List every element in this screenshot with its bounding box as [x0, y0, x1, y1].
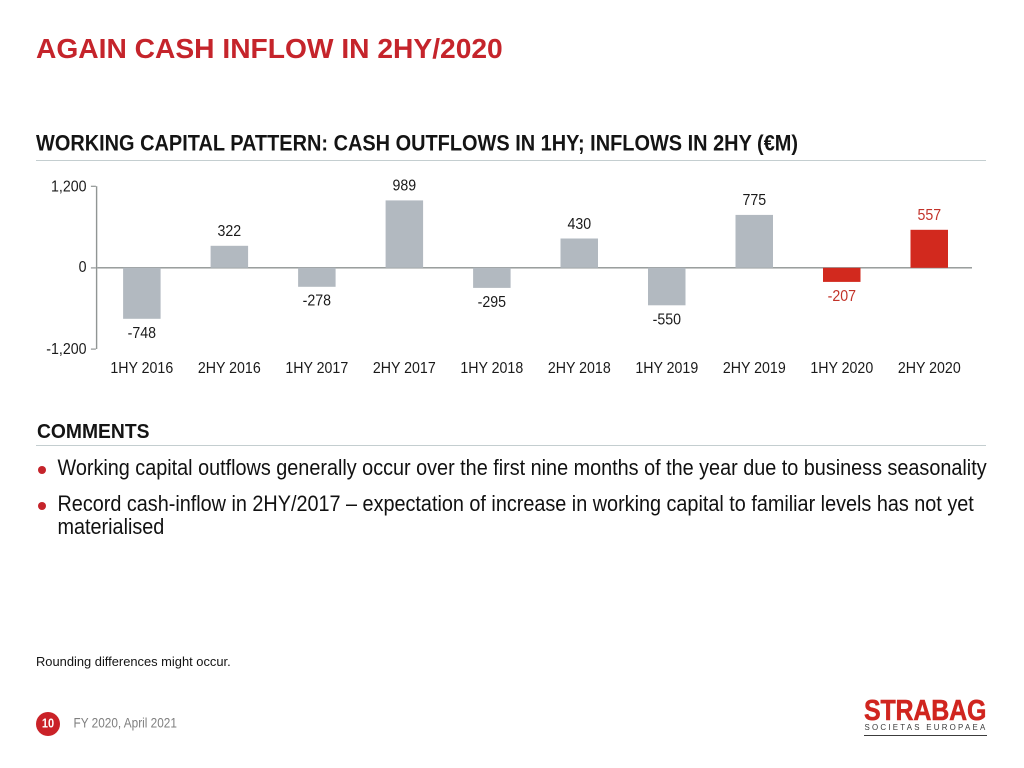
svg-text:-207: -207 [828, 287, 856, 305]
svg-text:0: 0 [79, 259, 87, 277]
svg-text:989: 989 [392, 177, 416, 195]
svg-text:1HY 2018: 1HY 2018 [460, 359, 523, 377]
svg-text:-550: -550 [653, 311, 681, 329]
svg-text:2HY 2018: 2HY 2018 [548, 359, 611, 377]
svg-text:1HY 2016: 1HY 2016 [110, 359, 173, 377]
svg-text:2HY 2017: 2HY 2017 [373, 359, 436, 377]
svg-text:1HY 2017: 1HY 2017 [285, 359, 348, 377]
svg-text:2HY 2016: 2HY 2016 [198, 359, 261, 377]
svg-text:2HY 2020: 2HY 2020 [898, 359, 961, 377]
svg-text:-748: -748 [128, 324, 156, 342]
svg-text:1HY 2019: 1HY 2019 [635, 359, 698, 377]
svg-text:-1,200: -1,200 [46, 340, 86, 358]
svg-text:775: 775 [742, 192, 766, 210]
svg-text:430: 430 [567, 215, 591, 233]
svg-text:1,200: 1,200 [51, 178, 86, 196]
svg-text:2HY 2019: 2HY 2019 [723, 359, 786, 377]
svg-text:-295: -295 [478, 293, 506, 311]
svg-text:557: 557 [917, 206, 941, 224]
svg-text:1HY 2020: 1HY 2020 [810, 359, 873, 377]
svg-text:322: 322 [217, 222, 241, 240]
svg-text:-278: -278 [303, 292, 331, 310]
